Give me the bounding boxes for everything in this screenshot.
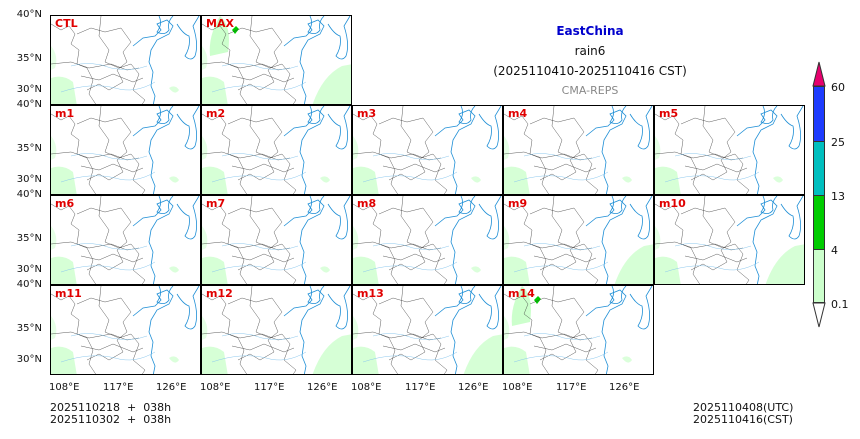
footer-init1: 2025110218 + 038h	[50, 401, 172, 414]
map-panel-m5: m5	[654, 105, 805, 195]
y-tick-label: 40°N	[16, 189, 42, 200]
map-panel-m1: m1	[50, 105, 201, 195]
panel-label: m12	[206, 287, 233, 300]
x-tick-label: 117°E	[556, 382, 587, 393]
y-tick-label: 40°N	[16, 99, 42, 110]
panel-label: m2	[206, 107, 226, 120]
panel-label: m4	[508, 107, 528, 120]
y-tick-label: 40°N	[16, 9, 42, 20]
colorbar-label-4: 4	[831, 244, 838, 257]
panel-label: m5	[659, 107, 679, 120]
panel-label: m11	[55, 287, 82, 300]
map-panel-m13: m13	[352, 285, 503, 375]
footer-init-times: 2025110218 + 038h 2025110302 + 038h	[50, 402, 171, 426]
map-panel-m6: m6	[50, 195, 201, 285]
panel-label: m1	[55, 107, 75, 120]
map-panel-ctl: CTL	[50, 15, 201, 105]
x-tick-label: 117°E	[405, 382, 436, 393]
y-tick-label: 30°N	[16, 84, 42, 95]
x-tick-label: 126°E	[458, 382, 489, 393]
x-tick-label: 126°E	[307, 382, 338, 393]
x-tick-label: 117°E	[103, 382, 134, 393]
panel-label: m8	[357, 197, 377, 210]
panel-label: MAX	[206, 17, 234, 30]
x-tick-label: 108°E	[200, 382, 231, 393]
map-panel-m3: m3	[352, 105, 503, 195]
panel-label: m6	[55, 197, 75, 210]
map-panel-max: MAX	[201, 15, 352, 105]
title-period: (2025110410-2025110416 CST)	[493, 64, 687, 78]
colorbar-seg-0.1-4	[813, 249, 825, 303]
y-tick-label: 35°N	[16, 323, 42, 334]
y-tick-label: 35°N	[16, 143, 42, 154]
panel-label: m13	[357, 287, 384, 300]
map-panel-m2: m2	[201, 105, 352, 195]
panel-label: CTL	[55, 17, 78, 30]
panel-label: m3	[357, 107, 377, 120]
colorbar-seg-4-13	[813, 195, 825, 249]
colorbar-label-60: 60	[831, 81, 845, 94]
x-tick-label: 126°E	[609, 382, 640, 393]
colorbar-label-25: 25	[831, 136, 845, 149]
colorbar-under-arrow	[812, 302, 826, 328]
map-panel-m8: m8	[352, 195, 503, 285]
footer-init2: 2025110302 + 038h	[50, 413, 172, 426]
map-panel-m7: m7	[201, 195, 352, 285]
panel-label: m14	[508, 287, 535, 300]
x-tick-label: 108°E	[351, 382, 382, 393]
footer-valid-times: 2025110408(UTC) 2025110416(CST)	[693, 402, 793, 426]
x-tick-label: 126°E	[156, 382, 187, 393]
y-tick-label: 30°N	[16, 264, 42, 275]
y-tick-label: 35°N	[16, 233, 42, 244]
map-panel-m9: m9	[503, 195, 654, 285]
panel-label: m7	[206, 197, 226, 210]
title-variable: rain6	[574, 44, 606, 58]
footer-cst: 2025110416(CST)	[693, 413, 793, 426]
footer-utc: 2025110408(UTC)	[693, 401, 794, 414]
colorbar-seg-13-25	[813, 141, 825, 195]
panel-label: m10	[659, 197, 686, 210]
colorbar-label-0.1: 0.1	[831, 298, 849, 311]
x-tick-label: 117°E	[254, 382, 285, 393]
title-model: CMA-REPS	[561, 84, 619, 97]
y-tick-label: 30°N	[16, 174, 42, 185]
x-tick-label: 108°E	[502, 382, 533, 393]
map-panel-m14: m14	[503, 285, 654, 375]
map-panel-m12: m12	[201, 285, 352, 375]
y-tick-label: 30°N	[16, 354, 42, 365]
y-tick-label: 35°N	[16, 53, 42, 64]
panel-label: m9	[508, 197, 528, 210]
colorbar-over-arrow	[812, 61, 826, 87]
x-tick-label: 108°E	[49, 382, 80, 393]
colorbar-label-13: 13	[831, 190, 845, 203]
map-panel-m4: m4	[503, 105, 654, 195]
title-region: EastChina	[556, 24, 624, 38]
map-panel-m11: m11	[50, 285, 201, 375]
y-tick-label: 40°N	[16, 279, 42, 290]
map-panel-m10: m10	[654, 195, 805, 285]
colorbar-seg-25-60	[813, 86, 825, 141]
